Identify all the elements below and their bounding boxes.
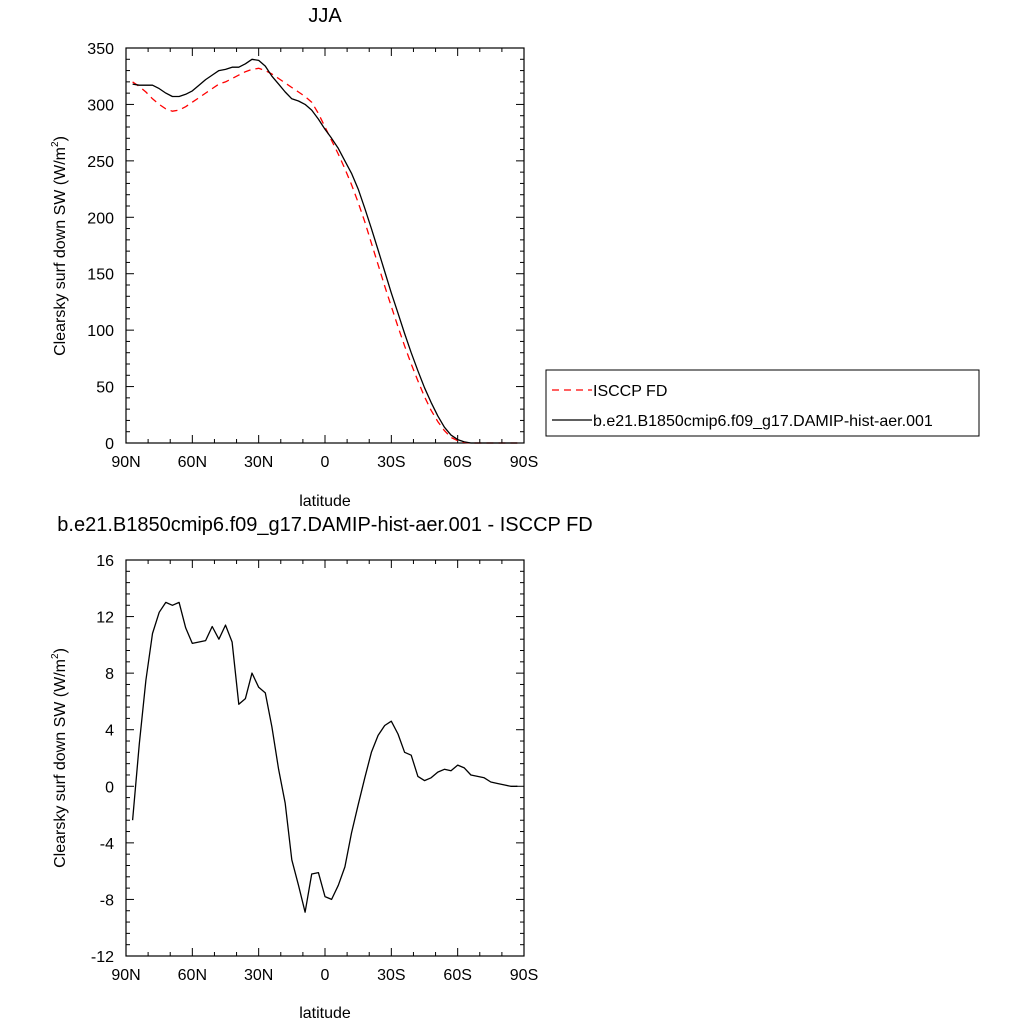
top-x-tick-label: 60N [178,454,207,471]
top-x-tick-label: 60S [443,454,471,471]
top-y-tick-label: 350 [87,41,114,58]
top-x-tick-label: 90S [510,454,538,471]
top-y-tick-label: 50 [96,380,114,397]
top-x-axis-label: latitude [299,493,351,510]
legend-label-model: b.e21.B1850cmip6.f09_g17.DAMIP-hist-aer.… [593,413,933,430]
bottom-y-tick-label: -12 [91,949,114,966]
top-plot-area: 90N 60N 30N 0 30S 60S 90S 0 50 100 150 200 250 300 350 [87,41,538,471]
top-title: JJA [308,5,342,27]
bottom-y-axis-label: Clearsky surf down SW (W/m2) [50,648,69,868]
bottom-y-tick-label: 12 [96,610,114,627]
top-y-tick-label: 250 [87,154,114,171]
top-y-tick-label: 0 [105,436,114,453]
top-x-tick-label: 30N [244,454,273,471]
legend: ISCCP FD b.e21.B1850cmip6.f09_g17.DAMIP-… [545,369,980,437]
top-y-axis-label-main: Clearsky surf down SW (W/m [52,147,69,356]
bottom-x-tick-label: 90N [111,967,140,984]
bottom-y-axis-label-main: Clearsky surf down SW (W/m [52,659,69,868]
bottom-plot-area: 90N 60N 30N 0 30S 60S 90S -12 -8 -4 0 4 8 12 16 [91,553,538,984]
top-series-line-1 [132,58,518,444]
top-series-line-0 [132,67,518,444]
bottom-title: b.e21.B1850cmip6.f09_g17.DAMIP-hist-aer.… [57,514,592,536]
bottom-x-axis-label: latitude [299,1005,351,1022]
legend-label-isccp: ISCCP FD [593,383,667,400]
bottom-y-axis-label-suffix: ) [52,648,69,653]
bottom-x-tick-label: 90S [510,967,538,984]
top-y-tick-label: 150 [87,267,114,284]
bottom-y-tick-label: 4 [105,723,114,740]
top-y-tick-label: 300 [87,97,114,114]
top-y-axis-label-superscript: 2 [50,141,61,147]
top-y-tick-label: 100 [87,323,114,340]
bottom-y-tick-label: -4 [100,836,114,853]
top-y-axis-label-suffix: ) [52,136,69,141]
bottom-series-line-0 [131,601,518,913]
top-x-tick-label: 90N [111,454,140,471]
bottom-x-tick-label: 30S [377,967,405,984]
bottom-x-tick-label: 60N [178,967,207,984]
top-x-tick-label: 30S [377,454,405,471]
bottom-x-tick-label: 30N [244,967,273,984]
bottom-x-tick-label: 60S [443,967,471,984]
bottom-y-axis-label-superscript: 2 [50,653,61,659]
bottom-y-tick-label: 16 [96,553,114,570]
bottom-y-tick-label: -8 [100,892,114,909]
bottom-panel: b.e21.B1850cmip6.f09_g17.DAMIP-hist-aer.… [50,514,593,1022]
top-y-axis-label: Clearsky surf down SW (W/m2) [50,136,69,356]
bottom-x-tick-label: 0 [321,967,330,984]
top-y-tick-label: 200 [87,210,114,227]
top-x-tick-label: 0 [321,454,330,471]
legend-box [545,369,980,437]
top-panel: JJA 90N 60N 30N 0 30S 60S 90S 0 50 100 150 200 250 30… [50,5,538,510]
bottom-y-tick-label: 0 [105,779,114,796]
bottom-y-tick-label: 8 [105,666,114,683]
